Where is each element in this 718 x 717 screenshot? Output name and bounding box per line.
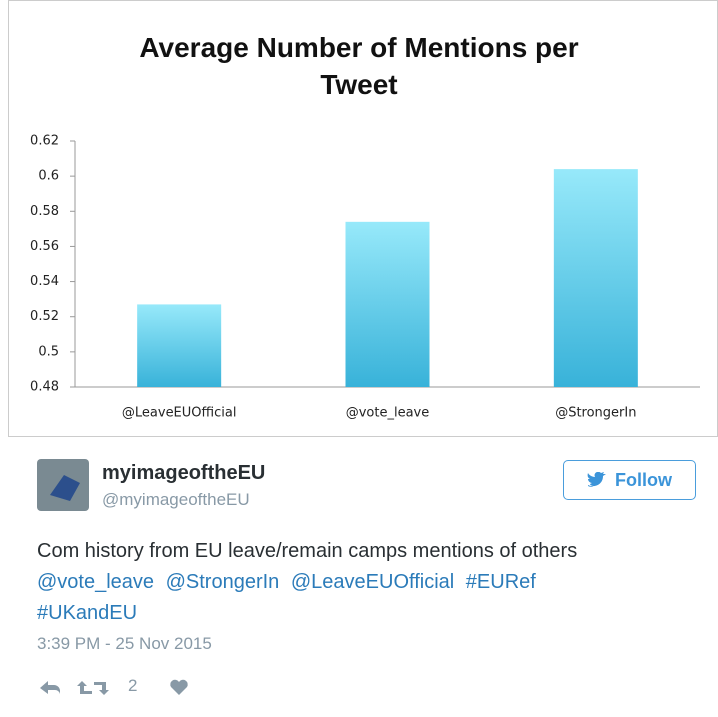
y-tick-label: 0.56	[30, 239, 59, 254]
like-icon[interactable]	[170, 679, 188, 695]
timestamp[interactable]: 3:39 PM - 25 Nov 2015	[37, 634, 212, 653]
tweet-text: Com history from EU leave/remain camps m…	[37, 540, 578, 562]
bar	[345, 221, 430, 387]
y-tick-label: 0.5	[38, 344, 59, 359]
y-tick-label: 0.62	[30, 134, 59, 149]
tweet-link[interactable]: @LeaveEUOfficial	[290, 571, 455, 593]
tweet-body: Com history from EU leave/remain camps m…	[37, 536, 677, 629]
user-name[interactable]: myimageoftheEU	[102, 462, 266, 484]
y-tick-label: 0.52	[30, 309, 59, 324]
retweet-icon[interactable]	[77, 681, 109, 695]
bird-icon	[587, 472, 606, 487]
tweet-links: @vote_leave @StrongerIn @LeaveEUOfficial…	[37, 567, 607, 629]
tweet-link[interactable]: @StrongerIn	[165, 571, 280, 593]
y-tick-label: 0.6	[38, 169, 59, 184]
tweet-link[interactable]: @vote_leave	[37, 571, 155, 593]
reply-icon[interactable]	[40, 681, 60, 694]
retweet-count: 2	[128, 676, 138, 695]
follow-label: Follow	[615, 469, 672, 490]
user-handle[interactable]: @myimageoftheEU	[102, 490, 250, 509]
bar	[137, 304, 222, 387]
y-tick-label: 0.58	[30, 204, 59, 219]
x-tick-label: @vote_leave	[346, 406, 430, 421]
follow-button[interactable]: Follow	[563, 460, 696, 500]
chart-title: Average Number of Mentions per Tweet	[139, 32, 579, 100]
tweet-link[interactable]: #UKandEU	[37, 602, 138, 624]
y-tick-label: 0.48	[30, 380, 59, 395]
x-tick-label: @LeaveEUOfficial	[122, 406, 237, 421]
tweet-link[interactable]: #EURef	[465, 571, 536, 593]
y-tick-label: 0.54	[30, 274, 59, 289]
actions	[40, 679, 188, 695]
avatar-art	[50, 475, 80, 501]
bar	[553, 169, 638, 387]
x-tick-label: @StrongerIn	[555, 406, 636, 421]
